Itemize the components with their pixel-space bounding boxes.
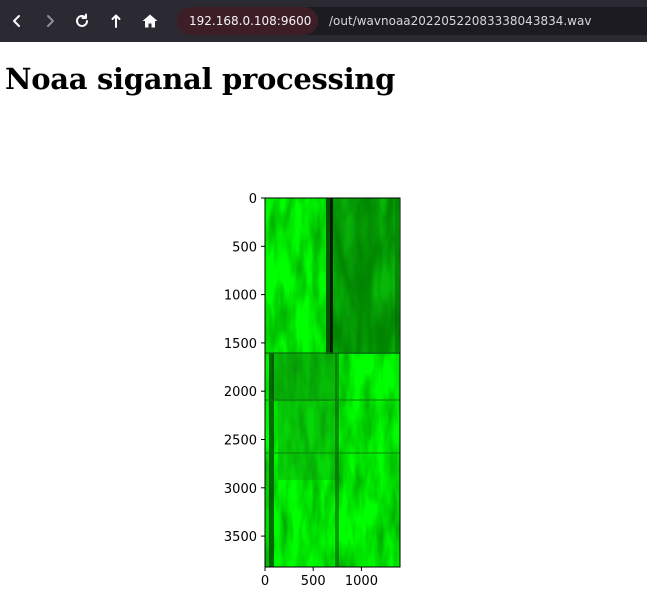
image-edge-stripe	[395, 198, 399, 354]
x-tick-label: 500	[301, 574, 326, 589]
url-host-pill: 192.168.0.108:9600	[177, 7, 318, 35]
url-path: /out/wavnoaa20220522083338043834.wav	[329, 14, 592, 28]
x-tick-label: 0	[261, 574, 269, 589]
y-tick-label: 2500	[224, 433, 257, 448]
back-arrow-icon	[13, 15, 20, 27]
x-tick-label: 1000	[345, 574, 378, 589]
image-break-2	[265, 399, 400, 401]
y-tick-label: 3500	[224, 530, 257, 545]
image-break-3	[265, 452, 400, 454]
page-title: Noaa siganal processing	[5, 62, 396, 96]
forward-button[interactable]	[37, 8, 63, 34]
back-button[interactable]	[4, 8, 30, 34]
y-tick-label: 1000	[224, 289, 257, 304]
y-axis: 0 500 1000 1500 2000 2500 3000 3500	[224, 192, 265, 545]
up-button[interactable]	[103, 8, 129, 34]
image-dark-region-3	[278, 400, 338, 480]
image-base	[265, 198, 400, 567]
y-tick-label: 500	[232, 240, 257, 255]
browser-toolbar: 192.168.0.108:9600 /out/wavnoaa202205220…	[0, 0, 647, 42]
image-texture	[265, 198, 400, 567]
y-tick-label: 1500	[224, 337, 257, 352]
plot-frame	[264, 197, 401, 568]
home-button[interactable]	[137, 8, 163, 34]
address-bar[interactable]: 192.168.0.108:9600 /out/wavnoaa202205220…	[177, 7, 647, 35]
home-icon	[142, 14, 158, 28]
y-tick-label: 2000	[224, 385, 257, 400]
image-sync-stripe-3	[269, 353, 274, 567]
up-arrow-icon	[111, 14, 121, 28]
noaa-satellite-image	[265, 198, 400, 567]
url-host: 192.168.0.108:9600	[189, 14, 312, 28]
y-tick-label: 0	[249, 192, 257, 207]
image-dark-region	[333, 198, 395, 354]
forward-arrow-icon	[47, 15, 54, 27]
image-sync-stripe-4	[335, 353, 339, 567]
image-dark-region-2	[272, 353, 337, 401]
image-sync-stripe	[326, 198, 332, 354]
image-dark-texture	[333, 198, 395, 354]
reload-button[interactable]	[69, 8, 95, 34]
x-axis: 0 500 1000	[261, 567, 378, 589]
image-sync-stripe-2	[330, 198, 333, 354]
y-tick-label: 3000	[224, 482, 257, 497]
image-break-1	[265, 352, 400, 354]
reload-icon	[76, 13, 88, 27]
